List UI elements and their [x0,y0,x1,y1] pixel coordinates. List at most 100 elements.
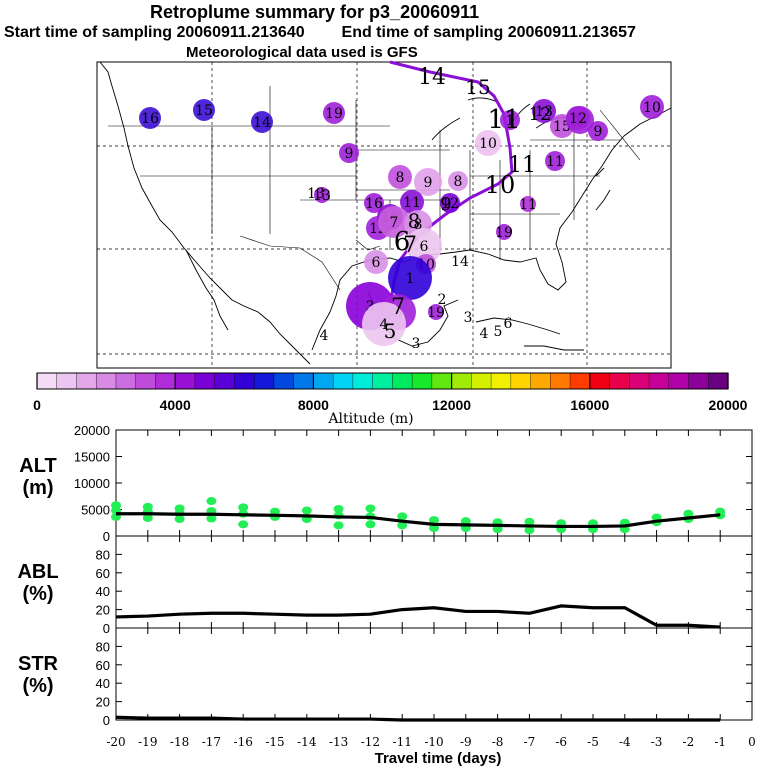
colorbar-swatch [313,373,334,389]
altitude-scatter-point [397,521,408,530]
day-label: 7 [391,295,405,320]
colorbar-swatch [214,373,236,389]
y-tick-label: 40 [96,584,110,599]
altitude-scatter-point [460,517,471,526]
panel-y-label: (%) [22,583,53,605]
x-tick-label: -20 [106,735,125,749]
plume-marker [520,196,536,212]
plume-marker-label: 7 [390,215,399,231]
x-tick-label: -17 [202,735,221,749]
colorbar-swatch [352,373,374,389]
end-time: End time of sampling 20060911.213657 [341,24,636,41]
plume-marker-label: 8 [414,217,423,233]
plume-marker [362,302,406,346]
day-label: 8 [408,209,421,233]
colorbar-swatch [115,373,137,389]
plume-marker [388,256,432,300]
altitude-scatter-point [238,503,249,512]
altitude-scatter-point [429,524,439,533]
series-line [116,512,721,529]
day-label: 13 [307,186,325,202]
plume-marker-label: 6 [372,255,381,271]
y-tick-label: 15000 [74,450,110,465]
panel-0: 20000 15000 10000 5000 0 ALT(m) [19,423,753,544]
altitude-scatter-point [397,512,408,521]
colorbar-swatch [471,373,492,389]
panel-1: 80 60 40 20 0 ABL(%) [17,535,753,636]
plume-marker-label: 16 [141,111,159,127]
trajectory-line [388,60,514,307]
y-tick-label: 0 [103,621,110,636]
y-tick-label: 80 [96,547,110,562]
x-tick-label: -3 [651,735,663,749]
colorbar-swatch [56,373,78,389]
day-label: 3 [412,336,421,352]
plume-marker-label: 11 [519,197,537,213]
day-label: 11 [487,105,520,135]
panel-y-label: (%) [22,675,53,697]
colorbar-swatch [293,373,314,389]
day-label: 15 [465,75,490,99]
plume-marker [588,121,608,141]
day-label: 5 [494,324,503,340]
x-axis-label: Travel time (days) [375,750,502,767]
colorbar-swatch [550,373,571,389]
y-tick-label: 20 [96,695,110,710]
y-tick-label: 80 [96,639,110,654]
colorbar-swatch [254,373,275,389]
colorbar-tick-label: 8000 [298,397,329,413]
sampling-times: Start time of sampling 20060911.213640 E… [4,24,768,42]
plume-marker [323,102,345,124]
plume-marker [139,107,161,129]
plume-marker [440,193,460,213]
plume-marker-label: 19 [427,305,445,321]
plume-marker [339,143,359,163]
plume-marker-label: 12 [569,111,587,127]
colorbar-swatch [668,373,690,389]
plume-marker-label: 15 [195,103,213,119]
plume-marker [428,304,444,320]
day-label: 6 [504,316,513,332]
x-tick-label: -8 [492,735,504,749]
plume-marker [414,168,442,196]
plume-marker [314,187,330,203]
x-tick-label: -10 [424,735,443,749]
plume-marker-label: 3 [366,299,375,315]
plume-marker-label: 10 [479,136,497,152]
colorbar-tick-label: 4000 [160,397,191,413]
plume-marker [545,151,565,171]
colorbar-swatch [175,373,196,389]
x-tick-label: -4 [619,735,631,749]
plume-marker [400,190,424,214]
day-label: 11 [508,153,536,178]
altitude-scatter-point [524,517,535,526]
x-tick-label: 0 [748,735,756,749]
x-tick-label: -19 [138,735,157,749]
plume-marker [406,228,442,264]
x-tick-label: -9 [460,735,472,749]
y-tick-label: 5000 [81,503,110,518]
colorbar-tick-label: 16000 [570,397,609,413]
x-tick-label: -16 [234,735,253,749]
time-series-panels: 20000150001000050000ALT(m)806040200ABL(%… [17,423,753,728]
x-tick-label: -14 [297,735,317,749]
plume-marker-label: 6 [420,239,429,255]
x-tick-label: -13 [329,735,348,749]
day-label: 10 [485,171,516,199]
plume-marker [378,206,410,238]
altitude-scatter-point [206,497,217,506]
altitude-scatter-point [333,504,344,513]
plume-marker-label: 1 [506,113,515,129]
altitude-scatter-point [301,506,312,515]
day-label: 7 [403,233,417,258]
y-tick-label: 10000 [74,476,110,491]
day-label: 4 [480,326,489,342]
colorbar-swatch [135,373,157,389]
colorbar-swatch [96,373,117,389]
colorbar-swatch [431,373,453,389]
colorbar-swatch [155,373,176,389]
colorbar-swatch [491,373,512,389]
altitude-scatter-point [492,525,503,534]
plume-marker-label: 13 [535,104,553,120]
